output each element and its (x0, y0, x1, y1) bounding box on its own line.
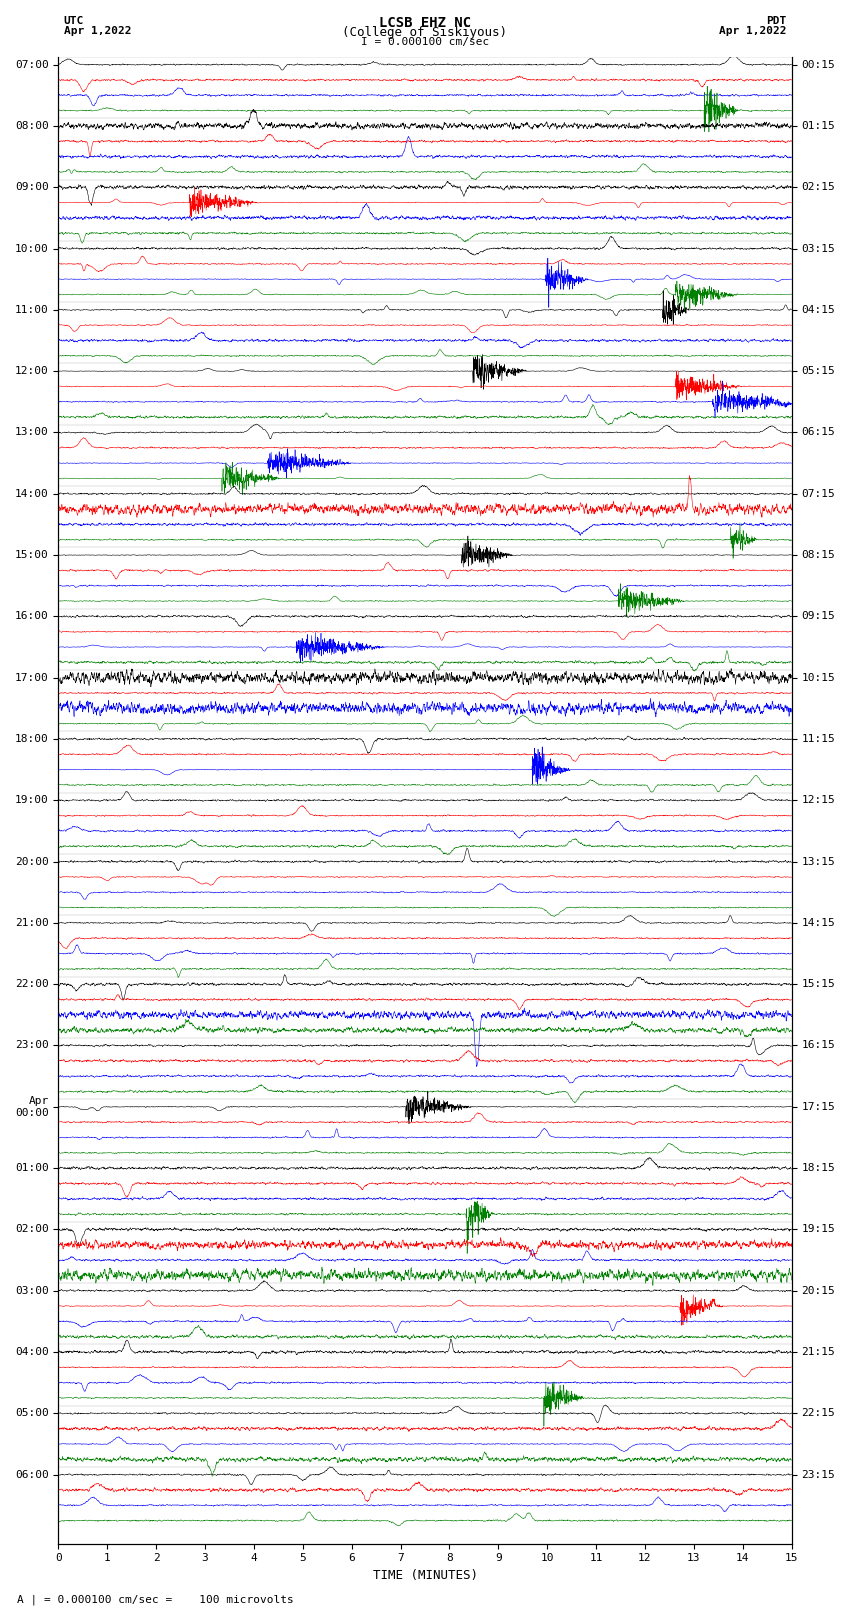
Text: PDT: PDT (766, 16, 786, 26)
Text: I = 0.000100 cm/sec: I = 0.000100 cm/sec (361, 37, 489, 47)
Text: Apr 1,2022: Apr 1,2022 (719, 26, 786, 35)
Text: (College of Siskiyous): (College of Siskiyous) (343, 26, 507, 39)
X-axis label: TIME (MINUTES): TIME (MINUTES) (372, 1569, 478, 1582)
Text: A | = 0.000100 cm/sec =    100 microvolts: A | = 0.000100 cm/sec = 100 microvolts (17, 1594, 294, 1605)
Text: UTC: UTC (64, 16, 84, 26)
Text: LCSB EHZ NC: LCSB EHZ NC (379, 16, 471, 31)
Text: Apr 1,2022: Apr 1,2022 (64, 26, 131, 35)
